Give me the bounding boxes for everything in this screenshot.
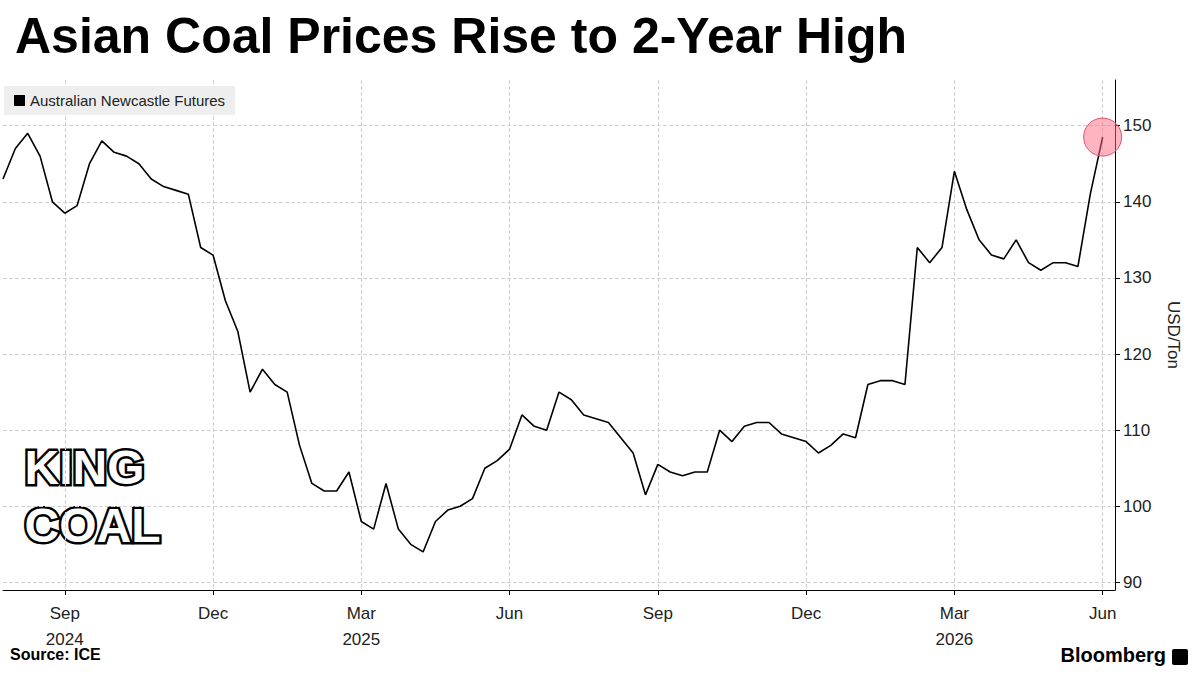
svg-text:Bloomberg: Bloomberg	[1060, 644, 1166, 666]
svg-text:120: 120	[1123, 345, 1151, 364]
svg-text:Dec: Dec	[791, 604, 822, 623]
svg-text:USD/Ton: USD/Ton	[1164, 301, 1183, 369]
svg-text:110: 110	[1123, 421, 1150, 440]
svg-text:Jun: Jun	[1089, 604, 1116, 623]
svg-text:KING: KING	[25, 441, 145, 494]
svg-text:Source: ICE: Source: ICE	[10, 645, 101, 663]
svg-text:Sep: Sep	[50, 604, 80, 623]
svg-text:130: 130	[1123, 268, 1151, 287]
svg-text:100: 100	[1123, 497, 1151, 516]
svg-text:150: 150	[1123, 116, 1151, 135]
svg-text:Australian Newcastle Futures: Australian Newcastle Futures	[30, 92, 225, 109]
svg-text:COAL: COAL	[25, 499, 161, 552]
svg-text:Mar: Mar	[347, 604, 377, 623]
svg-text:140: 140	[1123, 192, 1151, 211]
svg-text:Jun: Jun	[496, 604, 523, 623]
svg-text:2026: 2026	[935, 630, 973, 649]
svg-text:2024: 2024	[46, 630, 84, 649]
svg-text:Asian Coal Prices Rise to 2-Ye: Asian Coal Prices Rise to 2-Year High	[15, 8, 907, 64]
svg-text:Dec: Dec	[198, 604, 229, 623]
svg-text:Sep: Sep	[643, 604, 673, 623]
svg-text:2025: 2025	[342, 630, 380, 649]
svg-text:Mar: Mar	[940, 604, 970, 623]
svg-text:90: 90	[1123, 573, 1142, 592]
